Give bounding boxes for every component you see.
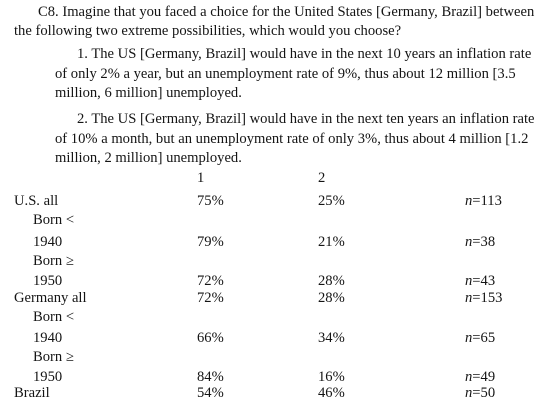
row-label-germany-all: Germany all	[14, 290, 87, 306]
row-germany-1940-n: n=65	[465, 330, 496, 346]
row-label-germany-1940: 1940	[33, 330, 63, 346]
row-germany-1950-n-value: 49	[480, 369, 496, 385]
row-germany-1950-col2: 16%	[318, 369, 345, 385]
row-germany-all-n: n=153	[465, 290, 503, 306]
question-text: C8. Imagine that you faced a choice for …	[14, 4, 535, 39]
row-us-1950-col1: 72%	[197, 273, 224, 289]
row-germany-1950-n: n=49	[465, 369, 496, 385]
row-us-all-col2: 25%	[318, 193, 345, 209]
row-us-1940-n: n=38	[465, 234, 496, 250]
column-header-2: 2	[318, 170, 326, 186]
row-us-1950-col2: 28%	[318, 273, 345, 289]
row-us-1950-n-value: 43	[480, 273, 496, 289]
row-label-us-born-after: Born ≥	[33, 253, 74, 269]
row-label-brazil: Brazil	[14, 385, 50, 401]
row-label-us-born-before: Born <	[33, 212, 75, 228]
row-germany-1940-col2: 34%	[318, 330, 345, 346]
option-1-text: 1. The US [Germany, Brazil] would have i…	[55, 46, 532, 101]
row-label-germany-1950: 1950	[33, 369, 63, 385]
row-germany-1940-n-value: 65	[480, 330, 496, 346]
row-us-all-n: n=113	[465, 193, 502, 209]
row-us-1950-n: n=43	[465, 273, 496, 289]
column-header-1: 1	[197, 170, 205, 186]
row-us-all-col1: 75%	[197, 193, 224, 209]
row-us-all-n-value: 113	[480, 193, 502, 209]
row-germany-all-col2: 28%	[318, 290, 345, 306]
row-us-1940-col2: 21%	[318, 234, 345, 250]
row-us-1940-n-value: 38	[480, 234, 496, 250]
row-label-germany-born-before: Born <	[33, 309, 75, 325]
row-germany-all-col1: 72%	[197, 290, 224, 306]
row-us-1940-col1: 79%	[197, 234, 224, 250]
row-brazil-n: n=50	[465, 385, 496, 401]
row-label-germany-born-after: Born ≥	[33, 349, 74, 365]
row-brazil-col1: 54%	[197, 385, 224, 401]
row-germany-all-n-value: 153	[480, 290, 503, 306]
row-germany-1950-col1: 84%	[197, 369, 224, 385]
row-brazil-n-value: 50	[480, 385, 496, 401]
option-2-text: 2. The US [Germany, Brazil] would have i…	[55, 111, 535, 166]
row-label-us-all: U.S. all	[14, 193, 59, 209]
row-brazil-col2: 46%	[318, 385, 345, 401]
row-label-us-1940: 1940	[33, 234, 63, 250]
row-germany-1940-col1: 66%	[197, 330, 224, 346]
row-label-us-1950: 1950	[33, 273, 63, 289]
